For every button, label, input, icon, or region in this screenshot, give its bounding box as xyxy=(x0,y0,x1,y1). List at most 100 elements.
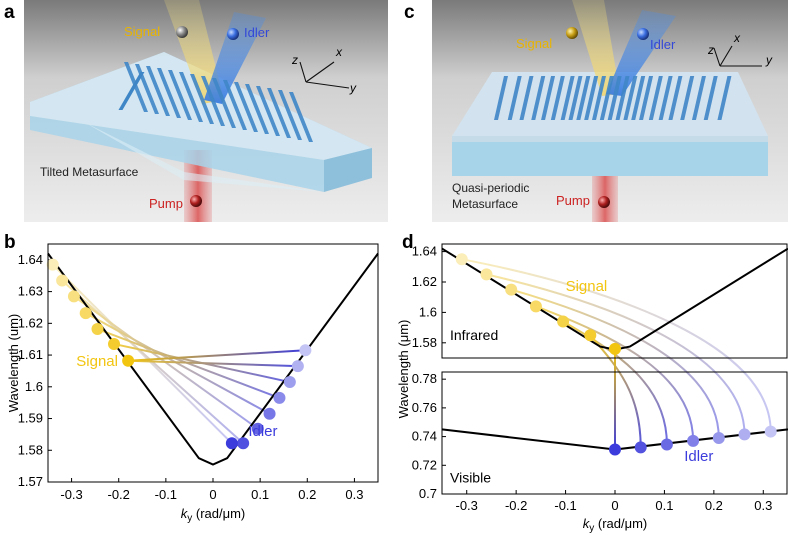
y-tick-label: 1.6 xyxy=(419,304,437,319)
x-axis-label: ky (rad/μm) xyxy=(181,506,246,524)
idler-point xyxy=(237,437,250,450)
grating-bar xyxy=(607,76,622,120)
idler-point xyxy=(660,438,673,451)
signal-point xyxy=(584,329,597,342)
signal-point xyxy=(480,268,493,281)
signal-point xyxy=(46,258,59,271)
chart-b: -0.3 -0.2 -0.1 0 0.1 0.2 0.3 1.57 1.58 1.59 1.6 1.6… xyxy=(6,243,379,524)
x-axis-label: ky (rad/μm) xyxy=(583,516,648,534)
grating-bar xyxy=(599,76,614,120)
axis-z-a: z xyxy=(291,53,298,67)
grating-bar xyxy=(531,76,546,120)
y-axis-label: Wavelength (um) xyxy=(6,314,21,413)
signal-idler-link xyxy=(562,320,668,445)
panel-label-c: c xyxy=(404,2,415,23)
x-tick-label: 0.3 xyxy=(754,498,772,513)
grating-bar xyxy=(223,80,247,130)
y-tick-label: 1.64 xyxy=(18,252,43,267)
grating-bar xyxy=(691,76,706,120)
caption-a: Tilted Metasurface xyxy=(40,165,139,179)
caption-c-line2: Metasurface xyxy=(452,197,518,211)
grating-bar xyxy=(541,76,556,120)
y-tick-label: 0.78 xyxy=(412,371,437,386)
grating-bar xyxy=(201,76,225,126)
signal-point xyxy=(79,307,92,320)
axis-y-a: y xyxy=(349,81,357,95)
signal-idler-link xyxy=(510,288,720,439)
signal-point xyxy=(455,253,468,266)
y-tick-label: 0.74 xyxy=(412,429,437,444)
panel-a-render: Signal Idler Pump Tilted Metasurface x y… xyxy=(24,0,388,222)
panel-c-render: Signal Idler Pump Quasi-periodic Metasur… xyxy=(432,0,788,222)
idler-point xyxy=(687,434,700,447)
grating-bar xyxy=(639,76,654,120)
x-tick-label: 0.1 xyxy=(655,498,673,513)
grating-bar xyxy=(245,84,269,134)
y-tick-label: 0.76 xyxy=(412,400,437,415)
idler-point xyxy=(609,443,621,456)
panel-label-b: b xyxy=(4,232,16,253)
x-tick-label: 0 xyxy=(611,498,618,513)
x-tick-label: -0.2 xyxy=(108,487,130,502)
grating-bar xyxy=(568,76,583,120)
signal-point xyxy=(67,290,80,303)
pump-label-c: Pump xyxy=(556,193,590,208)
x-tick-label: -0.3 xyxy=(60,487,82,502)
grating-bar xyxy=(703,76,718,120)
signal-series-label: Signal xyxy=(76,353,118,370)
x-tick-label: -0.1 xyxy=(155,487,177,502)
grating-bar xyxy=(717,76,732,120)
idler-point xyxy=(283,376,296,389)
plot-frame-top xyxy=(441,243,788,359)
grating-bar xyxy=(135,64,159,114)
y-axis-label: Wavelength (μm) xyxy=(398,320,411,419)
grating-bar xyxy=(576,76,591,120)
grating-bar xyxy=(519,76,534,120)
x-tick-label: -0.2 xyxy=(505,498,527,513)
idler-label-c: Idler xyxy=(650,37,676,52)
signal-point xyxy=(91,323,104,336)
chart-d: 1.58 1.6 1.62 1.64 0.7 0.72 0.74 0.76 0.78 -0.3 -0… xyxy=(398,243,788,534)
signal-series-label: Signal xyxy=(566,278,608,295)
idler-point xyxy=(634,441,647,454)
signal-idler-link xyxy=(486,273,746,435)
idler-point xyxy=(251,422,264,435)
idler-point xyxy=(273,391,286,404)
idler-point xyxy=(263,407,276,420)
signal-point xyxy=(56,274,69,287)
grating-bar xyxy=(212,78,236,128)
y-tick-label: 1.64 xyxy=(412,244,437,259)
region-label-visible: Visible xyxy=(450,470,491,486)
y-tick-label: 0.7 xyxy=(419,486,437,501)
y-tick-label: 1.61 xyxy=(18,347,43,362)
signal-point xyxy=(609,342,621,355)
y-tick-label: 1.59 xyxy=(18,411,43,426)
x-tick-label: 0.3 xyxy=(345,487,363,502)
metasurface-grating-a xyxy=(124,62,313,142)
grating-bar xyxy=(267,88,291,138)
dispersion-curve xyxy=(47,252,379,466)
grating-bar xyxy=(256,86,280,136)
grating-bar xyxy=(668,76,683,120)
idler-point xyxy=(225,437,238,450)
grating-bar xyxy=(550,76,565,120)
grating-bar xyxy=(494,76,508,120)
plot-frame-bottom xyxy=(441,371,788,495)
axis-x-c: x xyxy=(733,31,741,45)
grating-bar xyxy=(179,72,203,122)
grating-bar xyxy=(560,76,575,120)
grating-bar xyxy=(124,62,148,112)
x-tick-label: 0 xyxy=(209,487,216,502)
y-tick-label: 1.62 xyxy=(18,315,43,330)
grating-bar xyxy=(584,76,599,120)
signal-idler-link xyxy=(52,263,233,444)
grating-bar xyxy=(615,76,630,120)
x-tick-label: -0.3 xyxy=(456,498,478,513)
grating-bar xyxy=(168,70,192,120)
y-tick-label: 1.57 xyxy=(18,474,43,489)
panel-label-a: a xyxy=(4,2,15,23)
axes-icon-a xyxy=(299,61,350,89)
idler-point xyxy=(712,432,725,445)
grating-bar xyxy=(680,76,695,120)
x-tick-label: 0.2 xyxy=(298,487,316,502)
